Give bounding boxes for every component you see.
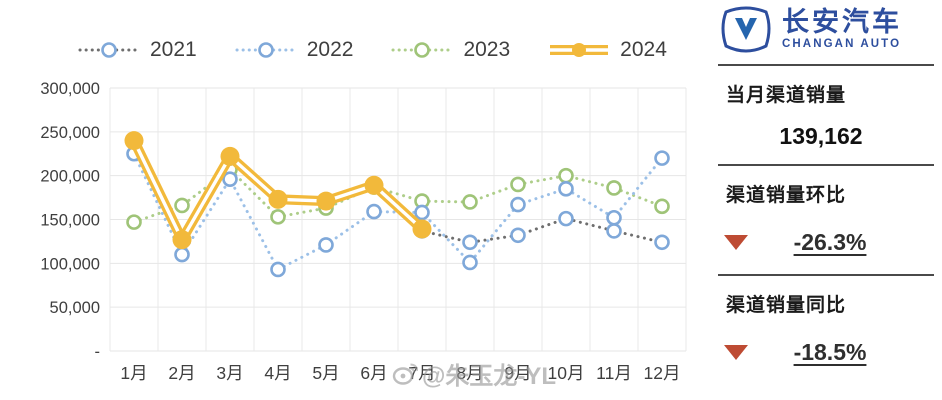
legend-item-2022: 2022 [235,38,354,62]
legend-item-2023: 2023 [391,38,510,62]
stat-yoy-value: -18.5% [793,339,867,365]
legend-marker-2022 [235,42,297,58]
legend-item-2021: 2021 [78,38,197,62]
divider [718,274,934,276]
point-2024 [412,219,432,239]
stat-mom-label: 渠道销量环比 [726,185,847,206]
point-2023 [270,209,286,225]
point-2024 [268,189,288,209]
x-tick-label: 3月 [216,363,243,383]
point-2023 [654,198,670,215]
y-tick-label: - [95,343,101,361]
point-2021 [606,223,622,239]
x-tick-label: 7月 [408,363,435,383]
x-tick-label: 2月 [168,363,195,383]
point-2021 [654,234,670,251]
point-2021 [462,234,478,251]
sales-line-chart: 300,000 250,000 200,000 150,000 100,000 50,00… [40,80,687,383]
point-2024 [364,175,384,195]
point-2022 [510,196,526,213]
x-tick-label: 4月 [264,363,291,383]
down-triangle-icon [724,345,748,360]
chart-legend: 2021 2022 2023 2024 [78,38,667,62]
point-2022 [174,246,190,263]
point-2024 [124,131,144,151]
divider [718,164,934,166]
stat-month-value: 139,162 [779,123,863,149]
point-2024 [316,191,336,211]
stat-yoy-label: 渠道销量同比 [726,295,847,316]
point-2023 [462,194,478,210]
series-2024 [124,131,432,250]
point-2023 [174,197,190,214]
point-2022 [558,181,574,197]
stat-month-label: 当月渠道销量 [726,85,847,106]
legend-label-2024: 2024 [620,38,667,61]
point-2022 [222,171,238,187]
x-tick-label: 10月 [548,363,585,383]
point-2022 [318,237,334,253]
x-tick-label: 12月 [644,363,681,383]
y-tick-label: 250,000 [40,124,100,142]
stats-sidebar: 长安汽车 CHANGAN AUTO 当月渠道销量 139,162 渠道销量环比 … [700,0,942,400]
legend-label-2023: 2023 [463,38,511,61]
y-tick-label: 150,000 [40,212,100,230]
line-2023 [132,167,664,224]
legend-label-2021: 2021 [150,38,197,61]
changan-logo: 长安汽车 CHANGAN AUTO [700,0,942,54]
point-2023 [510,176,526,193]
x-tick-label: 6月 [360,363,387,383]
point-2021 [558,210,574,227]
x-tick-label: 9月 [504,363,531,383]
legend-marker-2021 [78,42,140,58]
y-tick-label: 200,000 [40,168,100,186]
stat-mom-value: -26.3% [793,229,867,255]
x-tick-label: 11月 [596,363,632,383]
brand-name-cn: 长安汽车 [782,7,902,38]
down-triangle-icon [724,235,748,250]
legend-item-2024: 2024 [548,38,667,62]
point-2023 [606,180,622,196]
point-2022 [270,261,286,278]
point-2024 [172,230,192,250]
point-2022 [654,150,670,166]
changan-emblem-icon [721,6,771,53]
point-2022 [414,204,430,221]
y-tick-label: 50,000 [50,299,100,317]
point-2023 [126,214,142,230]
y-tick-label: 100,000 [40,255,100,273]
legend-marker-2023 [391,42,453,58]
x-tick-label: 8月 [456,363,483,383]
stat-yoy-row: -18.5% [700,317,942,384]
brand-name-en: CHANGAN AUTO [782,38,902,51]
legend-label-2022: 2022 [306,38,354,61]
divider [718,64,934,66]
point-2021 [510,227,526,244]
y-tick-label: 300,000 [40,80,100,98]
point-2022 [366,203,382,220]
sales-chart-panel: 300,000 250,000 200,000 150,000 100,000 50,00… [40,38,687,390]
point-2023 [558,167,574,184]
x-tick-label: 5月 [312,363,339,383]
series-2022 [126,145,670,278]
stat-mom-row: -26.3% [700,207,942,274]
point-2022 [606,209,622,226]
point-2024 [220,146,240,166]
x-tick-label: 1月 [120,363,147,383]
point-2022 [462,254,478,271]
line-2022 [132,152,664,272]
legend-marker-2024 [550,43,609,57]
